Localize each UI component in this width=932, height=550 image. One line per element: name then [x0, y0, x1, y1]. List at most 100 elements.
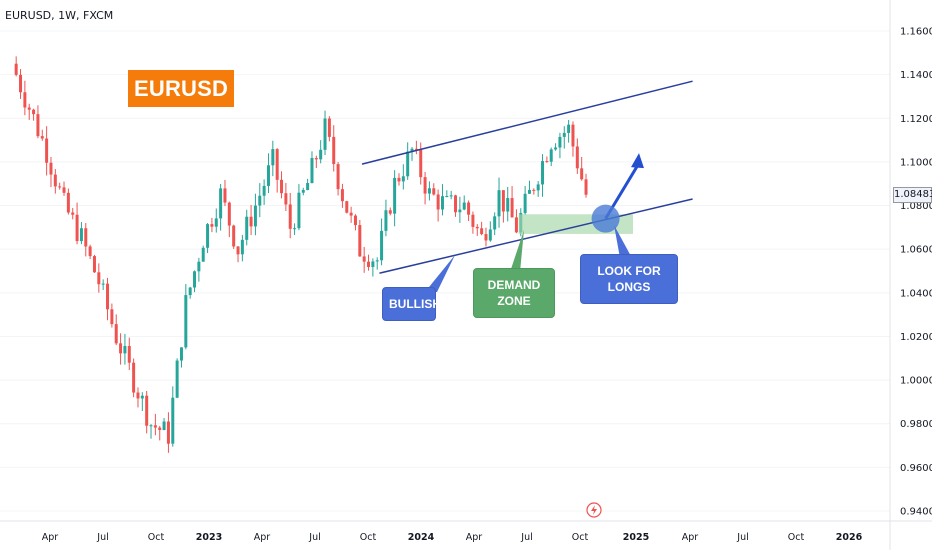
candle-body — [219, 188, 223, 219]
time-tick-label: Oct — [148, 532, 165, 543]
time-tick-label: Apr — [682, 532, 699, 543]
candle-body — [523, 193, 527, 214]
candle-body — [58, 186, 62, 188]
candle-body — [127, 346, 131, 363]
candle-body — [314, 158, 318, 160]
candle-body — [227, 202, 231, 226]
time-tick-label: 2026 — [836, 532, 863, 543]
candle-body — [97, 272, 101, 285]
lightning-icon — [591, 505, 597, 515]
candle-body — [110, 309, 114, 325]
candle-body — [140, 395, 144, 399]
candle-body — [23, 92, 27, 108]
time-tick-label: Jul — [308, 532, 320, 543]
candle-body — [527, 189, 531, 194]
demand-zone-callout: DEMAND ZONE — [473, 268, 555, 318]
candle-body — [340, 189, 344, 202]
candle-body — [92, 256, 96, 273]
candle-body — [201, 247, 205, 262]
candle-body — [536, 184, 540, 191]
candle-body — [253, 205, 257, 227]
candle-body — [14, 63, 18, 75]
candle-body — [79, 228, 83, 242]
time-tick-label: 2025 — [623, 532, 649, 543]
candle-body — [188, 287, 192, 296]
candlestick-series — [14, 56, 588, 453]
candle-body — [488, 229, 492, 241]
candle-body — [49, 162, 53, 175]
candle-body — [514, 217, 518, 233]
candle-body — [484, 234, 488, 241]
channel-upper-line — [361, 80, 693, 165]
candle-body — [397, 177, 401, 182]
candle-body — [401, 176, 405, 182]
candle-body — [454, 195, 458, 213]
last-price-tag: 1.08483 — [893, 187, 932, 203]
candle-body — [332, 136, 336, 165]
time-tick-label: Apr — [42, 532, 59, 543]
candle-body — [36, 114, 40, 137]
candle-body — [475, 226, 479, 229]
candle-body — [171, 397, 175, 444]
candle-body — [145, 395, 149, 426]
candle-body — [66, 192, 70, 213]
candle-body — [549, 149, 553, 162]
candle-body — [440, 196, 444, 210]
candle-body — [327, 118, 331, 137]
bullish-callout: BULLISH — [382, 287, 441, 321]
look-for-longs-pointer — [614, 225, 632, 258]
price-tick-label: 1.08000 — [900, 201, 932, 212]
candle-body — [223, 188, 227, 203]
candle-body — [358, 225, 362, 257]
look-for-longs-callout: LOOK FOR LONGS — [580, 254, 678, 304]
candle-body — [423, 177, 427, 194]
candle-body — [367, 261, 371, 267]
candle-body — [40, 136, 44, 139]
time-tick-label: Oct — [788, 532, 805, 543]
price-axis[interactable]: 1.16000 1.14000 1.12000 1.10000 1.08000 1.060… — [889, 0, 932, 550]
candle-body — [432, 188, 436, 195]
candle-body — [19, 74, 23, 93]
candle-body — [62, 187, 66, 193]
candle-body — [114, 324, 118, 344]
candle-body — [323, 118, 327, 150]
candle-body — [119, 343, 123, 354]
candle-body — [414, 148, 418, 150]
candle-body — [214, 218, 218, 227]
candle-body — [232, 225, 236, 247]
candle-body — [88, 246, 92, 257]
candle-body — [236, 246, 240, 255]
demand-zone-pointer — [510, 230, 524, 272]
candle-body — [75, 214, 79, 242]
candle-body — [158, 427, 162, 430]
candle-body — [301, 190, 305, 193]
candle-body — [471, 214, 475, 227]
candle-body — [541, 161, 545, 185]
candle-body — [510, 198, 514, 218]
time-tick-label: Jul — [96, 532, 108, 543]
candle-body — [345, 201, 349, 213]
time-tick-label: Jul — [520, 532, 532, 543]
candle-body — [462, 202, 466, 210]
candle-body — [319, 149, 323, 160]
time-tick-label: Jul — [736, 532, 748, 543]
time-tick-label: Oct — [360, 532, 377, 543]
symbol-badge: EURUSD — [128, 70, 235, 107]
price-tick-label: 1.04000 — [900, 288, 932, 299]
chart-annotations — [361, 80, 693, 518]
time-tick-label: 2024 — [408, 532, 435, 543]
candle-body — [245, 216, 249, 240]
candle-body — [284, 193, 288, 205]
candle-body — [480, 228, 484, 235]
candle-body — [562, 132, 566, 137]
bullish-pointer — [425, 255, 455, 292]
candle-body — [584, 179, 588, 195]
candle-body — [497, 190, 501, 217]
long-arrow-head — [631, 153, 644, 169]
candle-body — [436, 194, 440, 210]
candle-body — [179, 347, 183, 361]
price-tick-label: 0.94000 — [900, 507, 932, 518]
time-axis[interactable]: Apr Jul Oct 2023 Apr Jul Oct 2024 Apr Jul Oct 2025 A… — [0, 520, 932, 543]
